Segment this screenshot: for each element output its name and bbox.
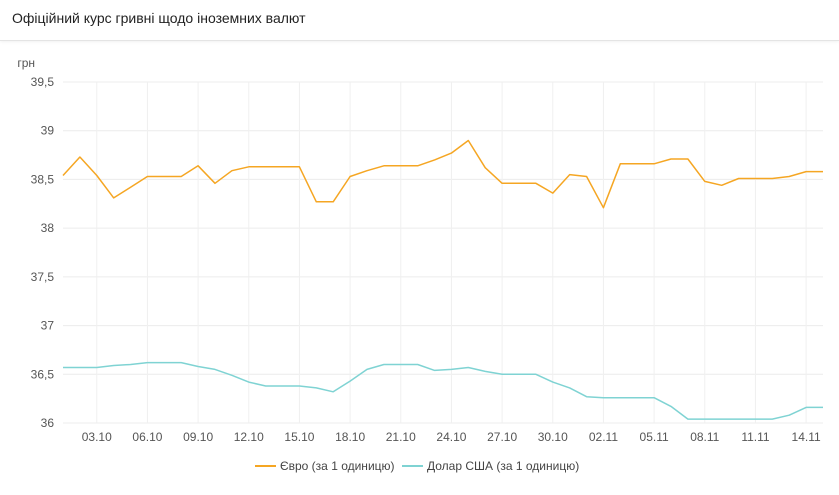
y-tick-label: 36	[41, 416, 55, 430]
x-tick-label: 14.11	[792, 430, 821, 444]
euro-series-line	[62, 139, 823, 209]
x-axis-ticks: 03.10 06.10 09.10 12.10 15.10 18.10 21.10 24.10…	[82, 430, 821, 444]
header-bar: Офіційний курс гривні щодо іноземних вал…	[0, 0, 839, 41]
x-tick-label: 18.10	[335, 430, 365, 444]
legend: Євро (за 1 одиницю) Долар США (за 1 одини…	[255, 459, 579, 473]
x-tick-label: 05.11	[640, 430, 669, 444]
usd-series-line	[63, 361, 823, 420]
y-tick-label: 39	[41, 124, 55, 138]
x-tick-label: 30.10	[538, 430, 568, 444]
y-tick-label: 37	[41, 319, 55, 333]
x-tick-label: 03.10	[82, 430, 112, 444]
chart-title: Офіційний курс гривні щодо іноземних вал…	[12, 10, 306, 26]
x-tick-label: 11.11	[741, 430, 770, 444]
x-tick-label: 27.10	[487, 430, 517, 444]
y-axis-ticks: 39,5 39 38,5 38 37,5 37 36,5 36	[31, 75, 55, 430]
legend-usd-label: Долар США (за 1 одиницю)	[427, 459, 579, 473]
y-tick-label: 38	[41, 221, 55, 235]
x-tick-label: 12.10	[234, 430, 264, 444]
x-tick-label: 09.10	[183, 430, 213, 444]
y-tick-label: 38,5	[31, 172, 55, 186]
y-tick-label: 37,5	[31, 270, 55, 284]
x-tick-label: 02.11	[589, 430, 618, 444]
grid-lines	[63, 81, 823, 424]
x-tick-label: 06.10	[132, 430, 162, 444]
x-tick-label: 24.10	[436, 430, 466, 444]
y-tick-label: 36,5	[31, 367, 55, 381]
y-tick-label: 39,5	[31, 75, 55, 89]
y-axis-label: грн	[17, 56, 35, 70]
x-tick-label: 15.10	[284, 430, 314, 444]
x-tick-label: 21.10	[386, 430, 416, 444]
series-lines	[62, 139, 823, 420]
legend-euro-label: Євро (за 1 одиницю)	[280, 459, 395, 473]
x-tick-label: 08.11	[690, 430, 719, 444]
